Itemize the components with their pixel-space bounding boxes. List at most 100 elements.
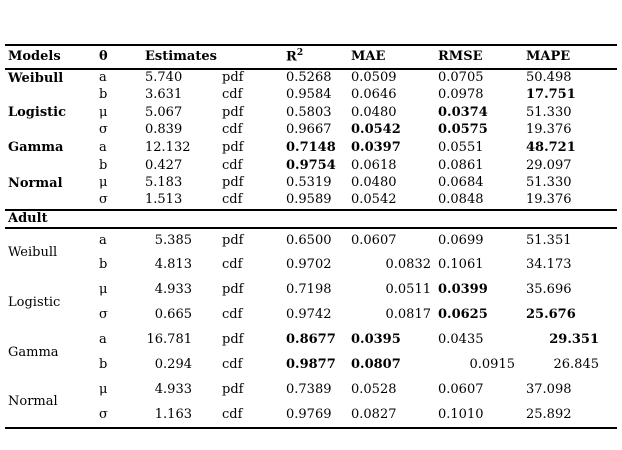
cell-mae: 0.0528 <box>351 382 397 398</box>
r-squared-exponent: 2 <box>296 48 304 59</box>
cell-model: Logistic <box>8 105 67 121</box>
cell-theta: μ <box>99 382 108 398</box>
table-row: Gamma a 16.781 pdf 0.8677 0.0395 0.0435 29.351 <box>5 328 617 359</box>
cell-mae: 0.0646 <box>351 87 397 103</box>
cell-dist: pdf <box>222 140 244 156</box>
cell-mape: 48.721 <box>526 140 576 156</box>
cell-model: Normal <box>8 394 58 410</box>
cell-estimate: 0.839 <box>145 122 183 138</box>
cell-mape: 34.173 <box>526 257 572 273</box>
table-row: Logistic μ 5.067 pdf 0.5803 0.0480 0.0374 51.33… <box>5 104 617 122</box>
cell-rmse: 0.0551 <box>438 140 484 156</box>
cell-estimate: 12.132 <box>145 140 191 156</box>
cell-mae: 0.0542 <box>351 192 397 208</box>
cell-model: Gamma <box>8 140 64 156</box>
cell-mape: 25.892 <box>526 406 572 422</box>
cell-rmse: 0.0575 <box>438 122 488 138</box>
cell-dist: pdf <box>222 282 244 298</box>
cell-r2: 0.6500 <box>286 232 332 248</box>
table-row: Logistic μ 4.933 pdf 0.7198 0.0511 0.0399 35.69… <box>5 278 617 309</box>
cell-dist: pdf <box>222 332 244 348</box>
table-row: Gamma a 12.132 pdf 0.7148 0.0397 0.0551 48.721 <box>5 139 617 157</box>
cell-estimate: 0.294 <box>154 357 192 373</box>
cell-estimate: 5.385 <box>154 232 192 248</box>
cell-r2: 0.7389 <box>286 382 332 398</box>
table-row: Weibull a 5.740 pdf 0.5268 0.0509 0.0705 50.498 <box>5 69 617 87</box>
cell-mape: 51.330 <box>526 175 572 191</box>
table-row: σ 0.839 cdf 0.9667 0.0542 0.0575 19.376 <box>5 122 617 140</box>
cell-mape: 26.845 <box>553 357 600 373</box>
table-row: b 3.631 cdf 0.9584 0.0646 0.0978 17.751 <box>5 87 617 105</box>
header-models: Models <box>5 45 97 70</box>
cell-estimate: 5.740 <box>145 70 183 86</box>
cell-mae: 0.0542 <box>351 122 401 138</box>
cell-dist: cdf <box>222 257 243 273</box>
table-row: σ 0.665 cdf 0.9742 0.0817 0.0625 25.676 <box>5 303 617 328</box>
table-row: Weibull a 5.385 pdf 0.6500 0.0607 0.0699 51.351 <box>5 228 617 260</box>
cell-rmse: 0.0435 <box>438 332 484 348</box>
cell-mae: 0.0509 <box>351 70 397 86</box>
cell-r2: 0.9742 <box>286 307 332 323</box>
cell-mae: 0.0607 <box>351 232 397 248</box>
cell-theta: μ <box>99 175 108 191</box>
cell-mae: 0.0480 <box>351 175 397 191</box>
header-theta: θ <box>97 45 142 70</box>
cell-r2: 0.5319 <box>286 175 332 191</box>
cell-rmse: 0.0374 <box>438 104 488 120</box>
cell-theta: μ <box>99 282 108 298</box>
header-row: Models θ Estimates R2 MAE RMSE MAPE <box>5 45 617 70</box>
header-mape: MAPE <box>517 45 617 70</box>
cell-estimate: 16.781 <box>146 332 193 348</box>
table-row: b 0.427 cdf 0.9754 0.0618 0.0861 29.097 <box>5 157 617 175</box>
cell-theta: σ <box>99 307 108 323</box>
cell-estimate: 5.183 <box>145 175 183 191</box>
cell-theta: σ <box>99 406 108 422</box>
cell-estimate: 1.513 <box>145 192 183 208</box>
cell-theta: a <box>99 140 107 156</box>
cell-r2: 0.9589 <box>286 192 332 208</box>
table-header: Models θ Estimates R2 MAE RMSE MAPE <box>5 45 617 70</box>
cell-dist: cdf <box>222 192 243 208</box>
cell-theta: a <box>99 232 107 248</box>
cell-mape: 29.097 <box>526 157 572 173</box>
cell-estimate: 4.933 <box>154 382 192 398</box>
header-r-squared: R2 <box>280 45 345 70</box>
cell-dist: pdf <box>222 232 244 248</box>
cell-mae: 0.0618 <box>351 157 397 173</box>
table-row: σ 1.513 cdf 0.9589 0.0542 0.0848 19.376 <box>5 192 617 210</box>
results-table: Models θ Estimates R2 MAE RMSE MAPE Weib… <box>5 44 617 429</box>
cell-r2: 0.5268 <box>286 70 332 86</box>
cell-mape: 19.376 <box>526 122 572 138</box>
section-label-row: Adult <box>5 208 617 229</box>
header-mae: MAE <box>345 45 433 70</box>
cell-rmse: 0.0915 <box>469 357 516 373</box>
cell-dist: pdf <box>222 70 244 86</box>
cell-model: Gamma <box>8 344 59 360</box>
cell-r2: 0.9667 <box>286 122 332 138</box>
cell-mae: 0.0807 <box>351 357 401 373</box>
cell-theta: σ <box>99 192 108 208</box>
cell-theta: b <box>99 357 108 373</box>
cell-r2: 0.5803 <box>286 104 332 120</box>
cell-estimate: 1.163 <box>154 406 192 422</box>
table-row: Normal μ 4.933 pdf 0.7389 0.0528 0.0607 37.098 <box>5 378 617 408</box>
cell-mae: 0.0832 <box>385 257 432 273</box>
cell-estimate: 4.933 <box>154 282 192 298</box>
header-rmse: RMSE <box>433 45 517 70</box>
cell-theta: a <box>99 332 107 348</box>
cell-mape: 29.351 <box>549 332 599 348</box>
cell-rmse: 0.0978 <box>438 87 484 103</box>
header-dist-blank <box>220 45 280 70</box>
cell-mape: 50.498 <box>526 70 572 86</box>
cell-rmse: 0.1061 <box>438 257 484 273</box>
cell-mape: 25.676 <box>526 307 576 323</box>
cell-estimate: 0.665 <box>154 307 192 323</box>
cell-model: Weibull <box>8 245 58 261</box>
cell-rmse: 0.0699 <box>438 232 484 248</box>
cell-dist: pdf <box>222 104 244 120</box>
cell-r2: 0.9702 <box>286 257 332 273</box>
cell-mape: 51.330 <box>526 104 572 120</box>
cell-r2: 0.9769 <box>286 406 332 422</box>
cell-dist: cdf <box>222 122 243 138</box>
table-row: b 0.294 cdf 0.9877 0.0807 0.0915 26.845 <box>5 353 617 378</box>
